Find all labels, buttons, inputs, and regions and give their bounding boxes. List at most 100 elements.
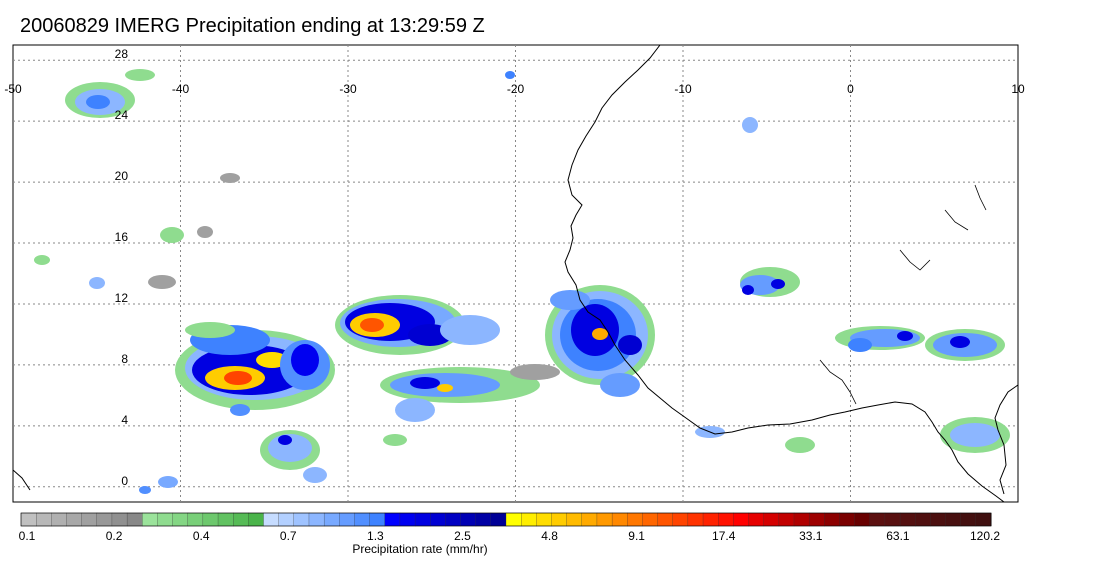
colorbar-cell [172,512,189,527]
colorbar-cell [278,512,295,527]
colorbar-cell [793,512,810,527]
colorbar-cell [839,512,856,527]
colorbar-cell [960,512,977,527]
colorbar-cell [475,512,492,527]
colorbar-cell [536,512,553,527]
colorbar-cell [142,512,158,527]
colorbar-cell [611,512,628,527]
colorbar-label: Precipitation rate (mm/hr) [352,542,487,556]
colorbar-cell [248,512,265,527]
colorbar-cell [263,512,280,527]
latitude-tick-label: 24 [115,108,129,122]
colorbar-cell [430,512,446,527]
colorbar-cell [323,512,340,527]
colorbar-tick-label: 0.1 [19,529,36,543]
colorbar-cell [20,512,37,527]
colorbar-cell [718,512,734,527]
latitude-labels: 28 24 20 16 12 8 4 0 [115,47,129,488]
latitude-tick-label: 12 [115,291,129,305]
colorbar-cell [778,512,795,527]
colorbar-cell [490,512,507,527]
colorbar-cell [51,512,68,527]
colorbar-cell [930,512,947,527]
colorbar-tick-label: 0.4 [193,529,210,543]
colorbar-tick-label: 2.5 [454,529,471,543]
colorbar-cell [657,512,674,527]
colorbar-cell [748,512,765,527]
longitude-tick-label: -50 [4,82,22,96]
colorbar-tick-label: 17.4 [712,529,736,543]
colorbar-cell [460,512,477,527]
colorbar-tick-label: 63.1 [886,529,910,543]
colorbar-cell [763,512,780,527]
colorbar-cell [505,512,522,527]
graticule [13,45,1018,502]
colorbar-cell [854,512,871,527]
coastline [13,45,1018,502]
colorbar-tick-label: 9.1 [628,529,645,543]
map-title: 20060829 IMERG Precipitation ending at 1… [20,15,485,37]
colorbar-tick-label: 1.3 [367,529,384,543]
colorbar-cells [20,512,992,527]
colorbar-cell [869,512,886,527]
political-boundaries [819,184,987,405]
colorbar-cell [899,512,916,527]
colorbar-cell [702,512,719,527]
colorbar-tick-label: 0.7 [280,529,297,543]
colorbar-cell [521,512,537,527]
colorbar-cell [111,512,128,527]
colorbar-cell [733,512,750,527]
longitude-labels: -50 -40 -30 -20 -10 0 10 [4,82,1025,96]
colorbar-tick-label: 4.8 [541,529,558,543]
colorbar-cell [414,512,431,527]
longitude-tick-label: -20 [507,82,525,96]
storm-cluster-east [695,267,1010,453]
colorbar-cell [551,512,568,527]
colorbar-cell [945,512,962,527]
storm-cluster-central [335,295,500,355]
colorbar-cell [339,512,355,527]
colorbar-cell [581,512,598,527]
colorbar-cell [596,512,613,527]
colorbar-cell [824,512,840,527]
colorbar-cell [96,512,113,527]
latitude-tick-label: 0 [121,474,128,488]
colorbar-cell [808,512,825,527]
northwest-cells [34,69,758,289]
colorbar-cell [672,512,689,527]
colorbar-cell [202,512,219,527]
colorbar-cell [627,512,643,527]
colorbar-cell [308,512,325,527]
longitude-tick-label: 10 [1011,82,1025,96]
colorbar-tick-label: 33.1 [799,529,823,543]
colorbar-cell [369,512,386,527]
colorbar-cell [915,512,931,527]
longitude-tick-label: 0 [847,82,854,96]
precipitation-field [34,69,1010,494]
colorbar-cell [975,512,992,527]
colorbar-cell [566,512,583,527]
colorbar-cell [384,512,401,527]
colorbar-tick-label: 0.2 [106,529,123,543]
colorbar-tick-labels: 0.1 0.2 0.4 0.7 1.3 2.5 4.8 9.1 17.4 33.1 63.1 120.… [19,529,1001,543]
colorbar-cell [66,512,83,527]
colorbar-cell [354,512,371,527]
scattered-south-cells [139,404,327,494]
longitude-tick-label: -40 [172,82,190,96]
colorbar-cell [157,512,174,527]
colorbar-cell [884,512,901,527]
colorbar-frame [20,512,992,527]
latitude-tick-label: 8 [121,352,128,366]
colorbar-tick-label: 120.2 [970,529,1000,543]
storm-cluster-coast [545,285,655,397]
colorbar-cell [187,512,204,527]
colorbar-cell [126,512,143,527]
longitude-tick-label: -10 [674,82,692,96]
colorbar-cell [217,512,234,527]
colorbar-cell [445,512,462,527]
colorbar-cell [642,512,659,527]
colorbar-cell [293,512,310,527]
colorbar-cell [36,512,52,527]
